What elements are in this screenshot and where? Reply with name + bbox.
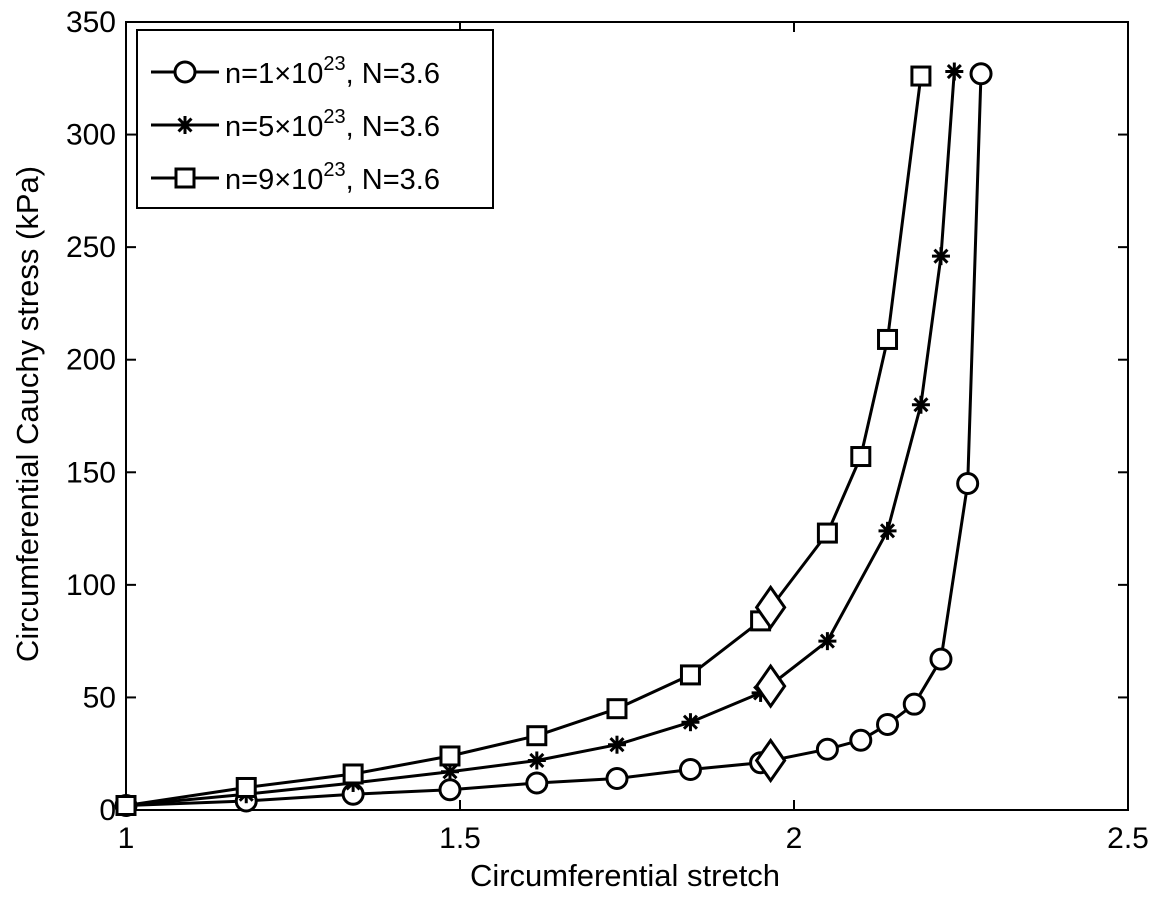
x-tick-label: 1 (118, 822, 135, 855)
annotation-diamond-marker (754, 737, 787, 784)
data-point-circle (956, 472, 980, 496)
data-point-square (439, 745, 461, 767)
legend-entry: n=9×1023, N=3.6 (151, 159, 440, 196)
data-point-circle (849, 728, 873, 752)
data-point-asterisk (818, 632, 837, 651)
data-point-asterisk (440, 762, 459, 781)
data-point-asterisk (911, 395, 930, 414)
data-point-square (606, 698, 628, 720)
data-point-circle (876, 712, 900, 736)
data-point-square (679, 664, 701, 686)
x-tick-label: 2 (786, 822, 803, 855)
legend-label: n=5×1023, N=3.6 (225, 106, 440, 143)
data-point-square (342, 763, 364, 785)
legend-label: n=1×1023, N=3.6 (225, 53, 440, 90)
legend-label: n=9×1023, N=3.6 (225, 159, 440, 196)
y-tick-label: 100 (66, 569, 116, 602)
data-point-asterisk (931, 247, 950, 266)
y-tick-label: 250 (66, 231, 116, 264)
y-tick-label: 0 (99, 794, 116, 827)
data-point-square (877, 328, 899, 350)
data-point-asterisk (945, 62, 964, 81)
data-point-square (235, 776, 257, 798)
x-tick-label: 1.5 (439, 822, 481, 855)
series-3 (115, 65, 932, 816)
data-point-circle (605, 766, 629, 790)
data-point-asterisk (607, 735, 626, 754)
data-point-asterisk (878, 521, 897, 540)
legend: n=1×1023, N=3.6 n=5×1023, N=3.6 n=9×1023, … (136, 29, 494, 209)
y-tick-label: 350 (66, 6, 116, 39)
annotation-diamond-marker (754, 584, 787, 630)
data-point-circle (929, 647, 953, 671)
legend-entry: n=5×1023, N=3.6 (151, 106, 440, 143)
x-tick-label: 2.5 (1107, 822, 1149, 855)
y-tick-label: 50 (83, 681, 116, 714)
y-axis-title: Circumferential Cauchy stress (kPa) (10, 166, 45, 662)
y-tick-label: 200 (66, 344, 116, 377)
axis-ticks: 1 1.5 2 2.5 0 50 100 150 200 250 300 350 (66, 6, 1149, 855)
data-point-square (816, 522, 838, 544)
legend-marker-square (174, 167, 196, 189)
legend-marker-circle (173, 60, 197, 84)
data-point-square (910, 65, 932, 87)
data-point-circle (438, 778, 462, 802)
data-point-asterisk (527, 751, 546, 770)
legend-marker-asterisk (176, 116, 194, 134)
annotation-group (754, 584, 787, 784)
legend-entry: n=1×1023, N=3.6 (151, 53, 440, 90)
data-point-circle (969, 62, 993, 86)
annotation-diamond-marker (754, 663, 787, 709)
data-point-circle (525, 771, 549, 795)
data-point-square (850, 446, 872, 468)
y-tick-label: 300 (66, 119, 116, 152)
data-point-square (526, 725, 548, 747)
data-point-circle (815, 737, 839, 761)
y-tick-label: 150 (66, 456, 116, 489)
data-point-circle (902, 692, 926, 716)
axis-labels: Circumferential stretch Circumferential … (10, 166, 780, 893)
data-point-asterisk (681, 713, 700, 732)
series-line (125, 75, 923, 807)
data-point-circle (678, 757, 702, 781)
data-point-square (115, 794, 137, 816)
x-axis-title: Circumferential stretch (470, 858, 780, 893)
